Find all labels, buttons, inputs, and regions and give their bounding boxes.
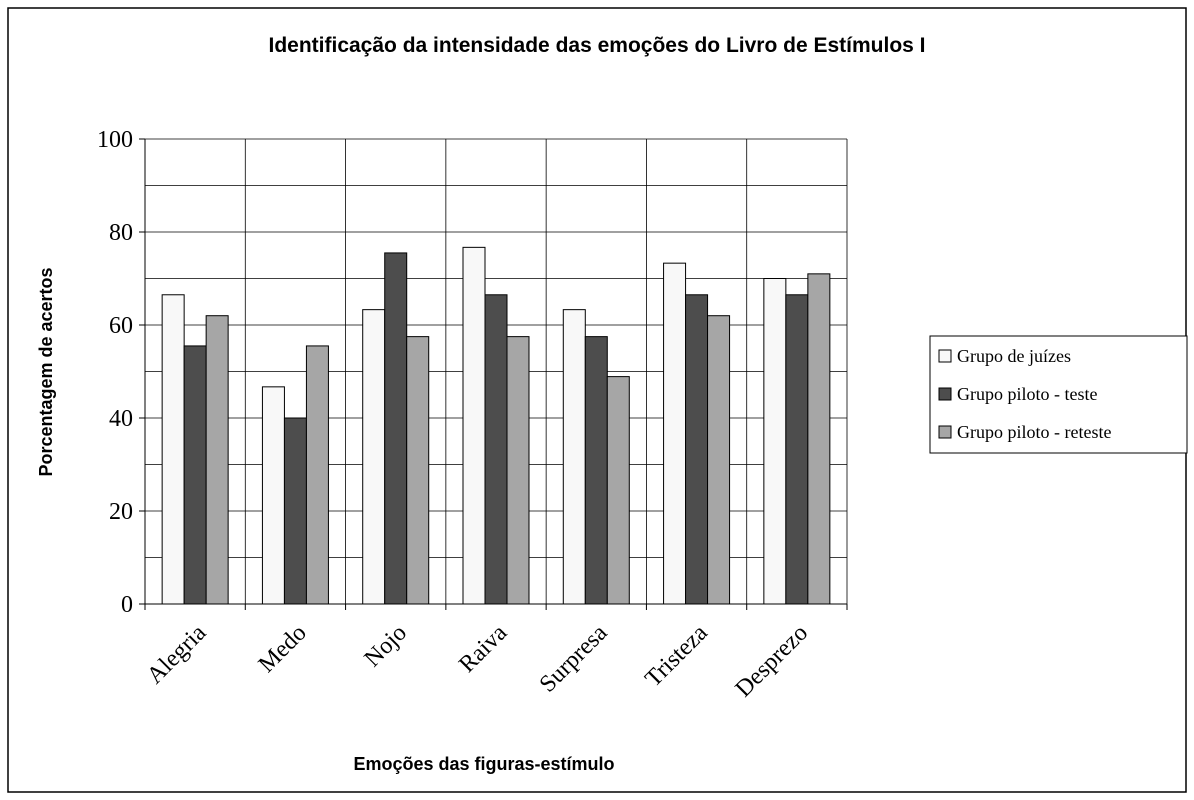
bar: [707, 315, 731, 605]
legend-label: Grupo de juízes: [957, 346, 1071, 366]
y-tick-label: 100: [97, 127, 133, 153]
bar: [506, 336, 530, 605]
legend-box: [929, 335, 1188, 454]
bar: [406, 336, 430, 605]
bar: [261, 386, 285, 605]
bar: [663, 262, 687, 605]
y-tick-label: 0: [121, 592, 133, 618]
bar: [384, 252, 408, 605]
bar: [785, 294, 809, 605]
bar: [462, 246, 486, 605]
bar: [183, 345, 207, 605]
bar: [283, 417, 307, 605]
legend-swatch: [938, 425, 952, 439]
x-axis-label: Emoções das figuras-estímulo: [353, 754, 614, 774]
y-tick-label: 20: [109, 499, 133, 525]
legend-swatch: [938, 349, 952, 363]
bar: [584, 336, 608, 605]
bar: [161, 294, 185, 605]
y-axis-label: Porcentagem de acertos: [36, 267, 56, 476]
bar: [305, 345, 329, 605]
bar: [685, 294, 709, 605]
bar: [807, 273, 831, 605]
bar: [205, 315, 229, 605]
y-tick-label: 80: [109, 220, 133, 246]
bar: [484, 294, 508, 605]
legend-label: Grupo piloto - teste: [957, 384, 1097, 404]
bar: [562, 309, 586, 605]
bar: [606, 376, 630, 605]
y-tick-label: 40: [109, 406, 133, 432]
chart-title: Identificação da intensidade das emoções…: [269, 34, 926, 57]
y-tick-label: 60: [109, 313, 133, 339]
bar: [763, 278, 787, 605]
bar: [362, 309, 386, 605]
legend-label: Grupo piloto - reteste: [957, 422, 1111, 442]
legend-swatch: [938, 387, 952, 401]
